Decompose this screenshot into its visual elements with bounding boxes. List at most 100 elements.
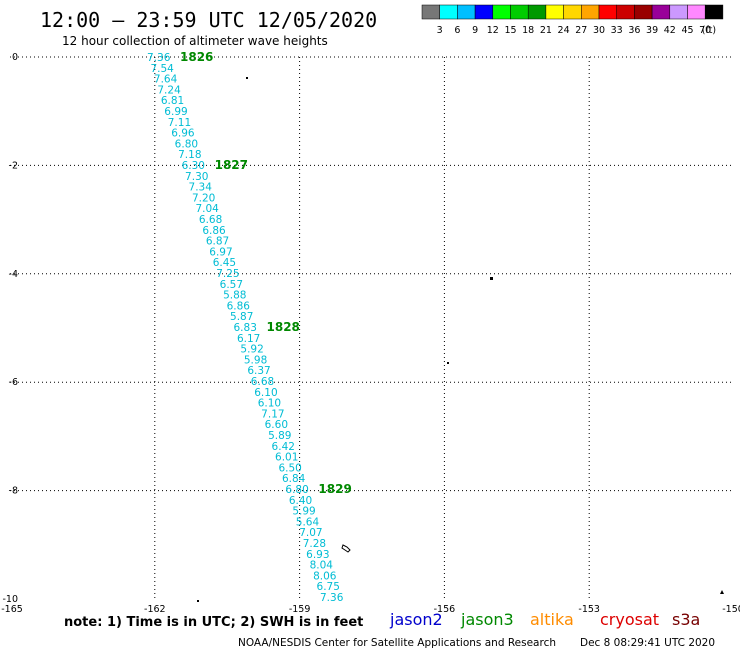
colorbar-label: 36 xyxy=(628,25,640,36)
satellite-name: jason3 xyxy=(460,610,514,629)
wave-height-label: 5.89 xyxy=(268,430,291,442)
colorbar-swatch xyxy=(474,4,494,20)
colorbar-label: 33 xyxy=(611,25,623,36)
wave-height-label: 7.20 xyxy=(192,192,215,204)
wave-height-label: 7.17 xyxy=(261,408,284,420)
map-grid xyxy=(10,56,734,599)
lon-tick-label: -162 xyxy=(144,604,166,615)
wave-height-label: 6.99 xyxy=(164,106,187,118)
wave-height-label: 6.84 xyxy=(282,473,306,485)
colorbar-label: 6 xyxy=(454,25,460,36)
axis-labels: -165 -162 -159 -156 -153 -150 0 -2 -4 -6 -8 -10 xyxy=(1,52,740,615)
wave-height-label: 6.42 xyxy=(272,441,295,453)
wave-height-label: 6.30 xyxy=(182,160,205,172)
colorbar-swatch xyxy=(669,4,688,20)
lon-tick-label: -150 xyxy=(722,604,740,615)
wave-height-label: 7.07 xyxy=(299,527,322,539)
wave-height-label: 6.50 xyxy=(278,462,301,474)
colorbar-swatch xyxy=(421,4,440,20)
colorbar-swatch xyxy=(492,4,511,20)
colorbar-label: 27 xyxy=(575,25,587,36)
colorbar-swatch xyxy=(634,4,653,20)
wave-height-label: 7.25 xyxy=(216,268,239,280)
wave-height-label: 6.81 xyxy=(161,95,184,107)
wave-height-label: 6.17 xyxy=(237,333,260,345)
lon-tick-label: -153 xyxy=(578,604,600,615)
colorbar-swatch xyxy=(598,4,617,20)
wave-height-label: 6.10 xyxy=(254,387,277,399)
colorbar-label: 3 xyxy=(437,25,443,36)
wave-height-label: 7.04 xyxy=(195,203,219,215)
wave-height-label: 7.18 xyxy=(178,149,201,161)
colorbar-label: 21 xyxy=(540,25,552,36)
island-marker xyxy=(720,590,724,594)
colorbar-swatch xyxy=(510,4,529,20)
wave-height-label: 6.93 xyxy=(306,549,329,561)
wave-height-label: 6.80 xyxy=(175,138,198,150)
colorbar-swatch xyxy=(563,4,582,20)
wave-height-label: 8.04 xyxy=(310,560,334,572)
wave-height-label: 6.37 xyxy=(247,365,270,377)
colorbar-label: 12 xyxy=(487,25,499,36)
wave-height-label: 7.28 xyxy=(303,538,326,550)
wave-height-label: 6.45 xyxy=(213,257,236,269)
wave-height-label: 6.75 xyxy=(317,581,340,593)
wave-height-label: 6.83 xyxy=(234,322,257,334)
colorbar-swatch xyxy=(704,4,724,20)
wave-height-label: 8.06 xyxy=(313,570,337,582)
wave-height-label: 6.68 xyxy=(199,214,222,226)
colorbar-swatch xyxy=(651,4,671,20)
wave-height-label: 6.40 xyxy=(289,495,312,507)
wave-height-label: 5.87 xyxy=(230,311,253,323)
wave-height-label: 7.64 xyxy=(154,74,178,86)
colorbar-label: 39 xyxy=(646,25,658,36)
wave-height-label: 6.96 xyxy=(171,128,195,140)
track-time-label: 1827 xyxy=(215,158,248,172)
colorbar-label: 15 xyxy=(504,25,516,36)
lat-tick-label: -8 xyxy=(9,486,18,497)
footer-timestamp: Dec 8 08:29:41 UTC 2020 xyxy=(580,637,715,649)
legend-note: note: 1) Time is in UTC; 2) SWH is in fe… xyxy=(64,615,363,630)
wave-height-label: 7.36 xyxy=(320,592,344,604)
colorbar-swatch xyxy=(527,4,547,20)
wave-height-label: 7.24 xyxy=(157,84,181,96)
track-time-label: 1828 xyxy=(267,320,300,334)
map-title: 12:00 — 23:59 UTC 12/05/2020 xyxy=(40,8,377,32)
colorbar-label: 9 xyxy=(472,25,478,36)
colorbar-label: 70 xyxy=(699,25,711,36)
colorbar-swatch xyxy=(457,4,476,20)
satellite-legend: jason2 jason3 altika cryosat s3a xyxy=(389,610,700,629)
island-marker xyxy=(341,544,351,553)
map-subtitle: 12 hour collection of altimeter wave hei… xyxy=(62,34,328,48)
colorbar-swatch xyxy=(439,4,458,20)
wave-height-label: 6.86 xyxy=(202,225,226,237)
lon-tick-label: -165 xyxy=(1,604,23,615)
lon-tick-label: -156 xyxy=(434,604,456,615)
lon-tick-label: -159 xyxy=(289,604,311,615)
satellite-name: cryosat xyxy=(600,610,659,629)
colorbar-swatch xyxy=(545,4,564,20)
wave-height-label: 7.36 xyxy=(147,52,171,64)
colorbar-label: 24 xyxy=(558,25,570,36)
wave-height-label: 5.99 xyxy=(292,506,315,518)
wave-height-label: 6.57 xyxy=(220,279,243,291)
colorbar-label: 45 xyxy=(681,25,693,36)
colorbar-swatch xyxy=(687,4,706,20)
island-marker xyxy=(490,277,493,280)
wave-height-label: 6.80 xyxy=(285,484,308,496)
wave-height-label: 6.01 xyxy=(275,452,298,464)
wave-height-label: 5.64 xyxy=(296,516,320,528)
wave-height-label: 7.34 xyxy=(189,182,213,194)
lat-tick-label: 0 xyxy=(12,52,18,63)
colorbar-label: 18 xyxy=(522,25,534,36)
lat-tick-label: -2 xyxy=(9,160,18,171)
wave-height-label: 5.92 xyxy=(240,344,263,356)
wave-height-label: 6.10 xyxy=(258,398,281,410)
colorbar-swatch xyxy=(581,4,600,20)
colorbar-legend: 3 6 9 12 15 18 21 24 27 30 33 36 39 42 45 70(ft) xyxy=(421,4,724,36)
track-time-label: 1826 xyxy=(180,50,213,64)
island-marker xyxy=(197,600,199,602)
colorbar-label: 42 xyxy=(664,25,676,36)
wave-height-label: 6.68 xyxy=(251,376,274,388)
